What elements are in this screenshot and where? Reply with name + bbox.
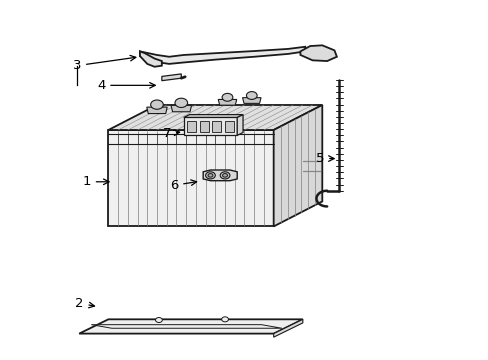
Text: 4: 4	[97, 79, 155, 92]
Polygon shape	[108, 105, 322, 130]
Text: 3: 3	[72, 55, 136, 72]
Polygon shape	[300, 45, 336, 61]
Polygon shape	[79, 319, 302, 334]
Circle shape	[175, 98, 187, 108]
Polygon shape	[146, 107, 167, 113]
Polygon shape	[171, 105, 191, 112]
Polygon shape	[162, 74, 181, 81]
Circle shape	[150, 100, 163, 109]
Bar	[212, 121, 221, 132]
Polygon shape	[91, 325, 282, 328]
Polygon shape	[273, 319, 302, 337]
Bar	[200, 121, 208, 132]
Text: 5: 5	[315, 152, 333, 165]
Polygon shape	[183, 114, 243, 117]
Circle shape	[207, 174, 212, 177]
Polygon shape	[237, 114, 243, 135]
Polygon shape	[140, 51, 162, 67]
Text: 7: 7	[162, 127, 179, 140]
Polygon shape	[140, 47, 305, 64]
Polygon shape	[273, 105, 322, 226]
Text: 1: 1	[82, 175, 109, 188]
Polygon shape	[183, 117, 237, 135]
Circle shape	[221, 317, 228, 322]
Polygon shape	[242, 98, 261, 103]
Circle shape	[155, 318, 162, 323]
Circle shape	[205, 172, 215, 179]
Circle shape	[220, 172, 229, 179]
Circle shape	[222, 93, 232, 101]
Polygon shape	[203, 170, 237, 181]
Text: 6: 6	[169, 179, 196, 192]
Polygon shape	[218, 99, 236, 105]
Circle shape	[246, 91, 257, 99]
Bar	[187, 121, 196, 132]
Polygon shape	[108, 130, 273, 226]
Bar	[224, 121, 233, 132]
Circle shape	[222, 174, 227, 177]
Text: 2: 2	[75, 297, 94, 310]
